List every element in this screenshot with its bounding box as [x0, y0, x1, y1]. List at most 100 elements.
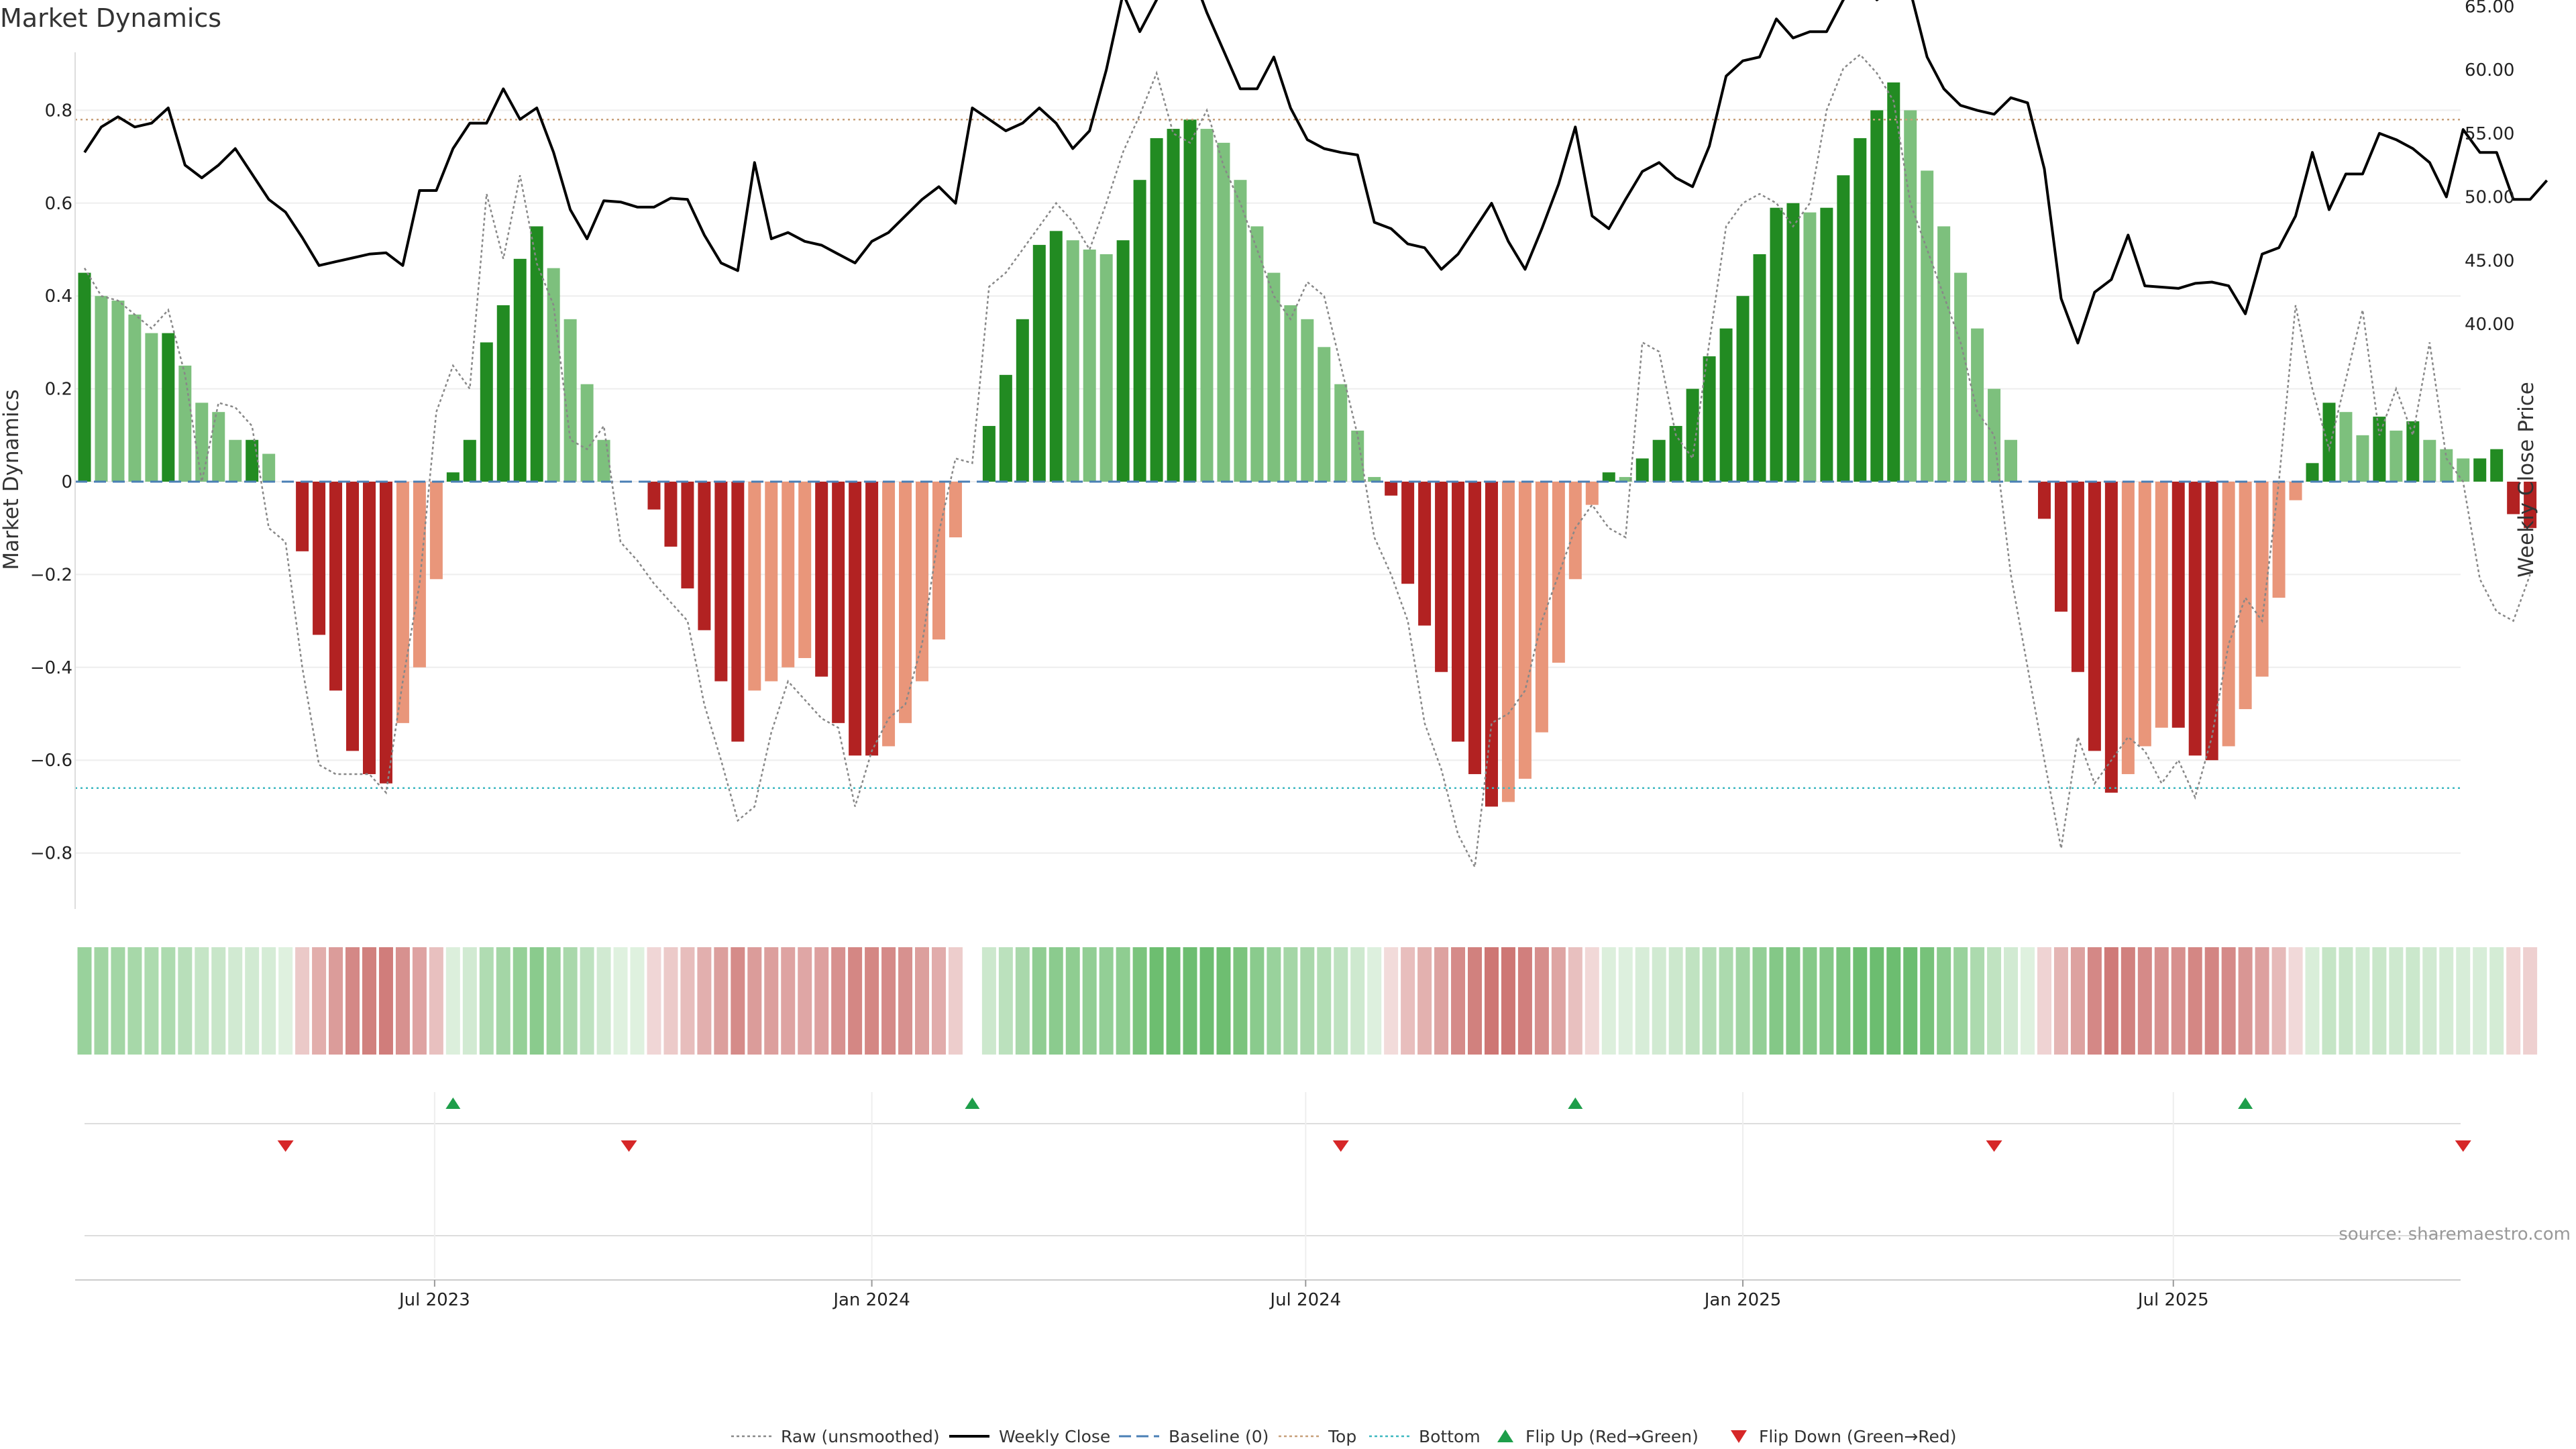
legend-label: Flip Up (Red→Green) [1525, 1427, 1699, 1446]
strip-cell-56 [1015, 947, 1030, 1055]
bar-week-100 [1753, 254, 1766, 482]
flip-down-marker-0 [277, 1140, 294, 1152]
right-tick-label: 40.00 [2465, 315, 2514, 335]
bar-week-49 [899, 482, 912, 723]
bar-week-51 [932, 482, 945, 640]
bar-week-42 [782, 482, 795, 667]
strip-cell-97 [1702, 947, 1717, 1055]
legend-label: Baseline (0) [1169, 1427, 1269, 1446]
strip-cell-143 [2473, 947, 2487, 1055]
strip-cell-106 [1853, 947, 1868, 1055]
strip-cell-92 [1618, 947, 1633, 1055]
raw-series [83, 53, 2531, 870]
bar-week-128 [2222, 482, 2235, 747]
strip-cell-130 [2255, 947, 2269, 1055]
bar-week-15 [329, 482, 343, 691]
bar-week-26 [513, 258, 527, 482]
bar-week-38 [714, 482, 728, 682]
strip-cell-15 [329, 947, 343, 1055]
strip-cell-68 [1216, 947, 1231, 1055]
strip-cell-66 [1183, 947, 1197, 1055]
strip-cell-88 [1551, 947, 1566, 1055]
strip-cell-36 [680, 947, 695, 1055]
bar-week-55 [999, 374, 1012, 482]
legend-label: Raw (unsmoothed) [781, 1427, 940, 1446]
left-tick-label: −0.2 [30, 565, 72, 585]
legend-item-6: Flip Down (Green→Red) [1731, 1427, 1957, 1446]
legend-item-1: Weekly Close [949, 1427, 1110, 1446]
strip-cell-27 [529, 947, 544, 1055]
strip-cell-67 [1199, 947, 1214, 1055]
left-tick-label: 0.6 [45, 194, 72, 214]
strip-cell-131 [2271, 947, 2286, 1055]
bar-week-45 [832, 482, 845, 723]
strip-cell-91 [1601, 947, 1616, 1055]
bar-week-11 [262, 453, 276, 482]
strip-cell-85 [1501, 947, 1515, 1055]
bar-week-134 [2322, 402, 2336, 482]
legend-item-0: Raw (unsmoothed) [731, 1427, 940, 1446]
bar-week-112 [1954, 272, 1968, 482]
bar-week-25 [496, 305, 510, 482]
reference-lines [75, 118, 2461, 789]
legend-label: Top [1328, 1427, 1356, 1446]
bar-week-17 [362, 482, 376, 774]
bar-week-4 [145, 333, 158, 482]
bar-week-66 [1183, 119, 1197, 482]
strip-cell-60 [1082, 947, 1097, 1055]
strip-cell-129 [2238, 947, 2253, 1055]
bar-week-13 [296, 482, 309, 551]
flip-down-marker-2 [621, 1140, 637, 1152]
bar-week-27 [530, 226, 543, 482]
strip-cell-55 [998, 947, 1013, 1055]
bar-week-56 [1016, 319, 1029, 482]
strip-cell-111 [1937, 947, 1951, 1055]
left-tick-label: 0.8 [45, 101, 72, 121]
bar-week-102 [1786, 203, 1800, 482]
bar-week-135 [2339, 412, 2353, 482]
strip-cell-79 [1401, 947, 1415, 1055]
bar-week-103 [1803, 212, 1817, 482]
bar-week-69 [1234, 180, 1247, 482]
bar-week-118 [2054, 482, 2068, 612]
strip-cell-70 [1250, 947, 1265, 1055]
bar-week-0 [78, 272, 91, 482]
strip-cell-135 [2339, 947, 2353, 1055]
strip-cell-145 [2506, 947, 2521, 1055]
strip-cell-98 [1719, 947, 1733, 1055]
bar-week-48 [882, 482, 896, 747]
raw-line [83, 53, 2531, 870]
bar-week-107 [1870, 110, 1884, 482]
bar-week-22 [446, 472, 460, 482]
strip-cell-102 [1786, 947, 1801, 1055]
flip-down-marker-4 [1332, 1140, 1349, 1152]
left-axis-title: Market Dynamics [0, 389, 23, 570]
strip-cell-83 [1468, 947, 1483, 1055]
strip-cell-28 [546, 947, 561, 1055]
bar-week-37 [698, 482, 711, 631]
strip-cell-123 [2137, 947, 2152, 1055]
bar-week-106 [1854, 138, 1867, 482]
strip-cell-76 [1350, 947, 1365, 1055]
weekly-close-line [83, 0, 2548, 345]
strip-cell-19 [395, 947, 410, 1055]
bar-week-99 [1736, 296, 1750, 482]
bar-week-1 [95, 296, 108, 482]
strip-cell-2 [111, 947, 125, 1055]
strip-cell-134 [2322, 947, 2337, 1055]
strip-cell-7 [195, 947, 209, 1055]
strip-cell-25 [496, 947, 511, 1055]
left-tick-label: −0.8 [30, 844, 72, 864]
flip-down-marker-6 [1986, 1140, 2002, 1152]
bar-week-16 [346, 482, 360, 751]
strip-cell-51 [931, 947, 946, 1055]
bar-week-74 [1318, 347, 1331, 482]
x-tick-label: Jan 2024 [832, 1290, 910, 1310]
bar-week-8 [212, 412, 225, 482]
bar-week-146 [2524, 482, 2537, 529]
legend-item-3: Top [1279, 1427, 1356, 1446]
dynamics-bars [78, 82, 2537, 807]
bar-week-101 [1770, 207, 1783, 482]
strip-cell-75 [1334, 947, 1348, 1055]
